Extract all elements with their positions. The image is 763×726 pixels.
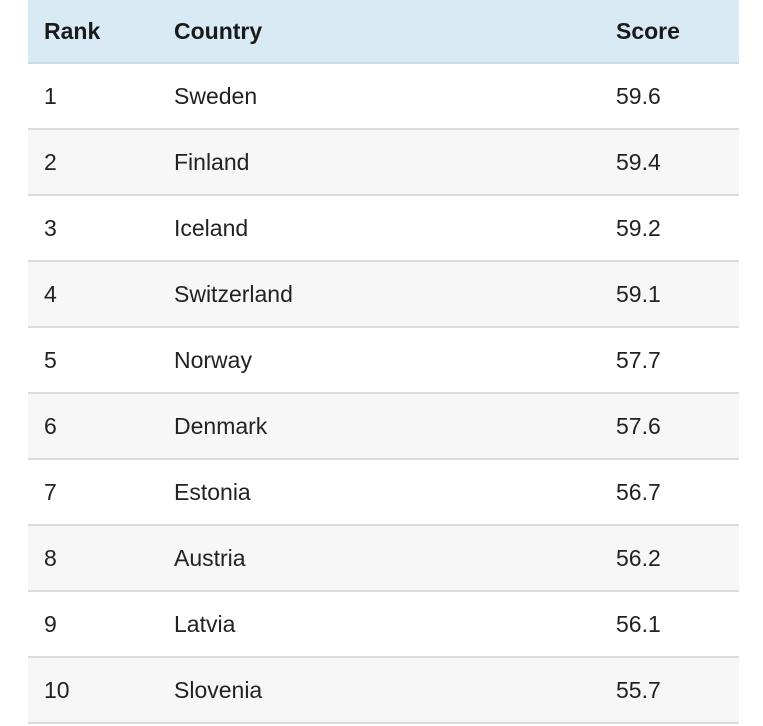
country-cell: Sweden	[158, 63, 600, 130]
rank-cell: 7	[28, 459, 158, 526]
score-cell: 59.2	[600, 195, 739, 262]
score-cell: 56.2	[600, 525, 739, 592]
country-column-header: Country	[158, 0, 600, 64]
table-row: 6 Denmark 57.6	[28, 393, 739, 460]
rank-cell: 4	[28, 261, 158, 328]
rank-cell: 6	[28, 393, 158, 460]
score-cell: 56.7	[600, 459, 739, 526]
table-row: 3 Iceland 59.2	[28, 195, 739, 262]
rank-cell: 2	[28, 129, 158, 196]
country-cell: Switzerland	[158, 261, 600, 328]
rank-cell: 8	[28, 525, 158, 592]
table-row: 10 Slovenia 55.7	[28, 657, 739, 724]
country-cell: Finland	[158, 129, 600, 196]
score-cell: 56.1	[600, 591, 739, 658]
score-cell: 57.7	[600, 327, 739, 394]
country-cell: Slovenia	[158, 657, 600, 724]
score-cell: 59.4	[600, 129, 739, 196]
table-row: 5 Norway 57.7	[28, 327, 739, 394]
table-body: 1 Sweden 59.6 2 Finland 59.4 3 Iceland 5…	[28, 63, 739, 724]
country-cell: Iceland	[158, 195, 600, 262]
rank-cell: 5	[28, 327, 158, 394]
table-header: Rank Country Score	[28, 0, 739, 64]
score-cell: 59.1	[600, 261, 739, 328]
header-row: Rank Country Score	[28, 0, 739, 64]
table-row: 4 Switzerland 59.1	[28, 261, 739, 328]
rank-cell: 1	[28, 63, 158, 130]
table-row: 2 Finland 59.4	[28, 129, 739, 196]
score-cell: 59.6	[600, 63, 739, 130]
rank-column-header: Rank	[28, 0, 158, 64]
table-row: 1 Sweden 59.6	[28, 63, 739, 130]
country-cell: Estonia	[158, 459, 600, 526]
country-cell: Denmark	[158, 393, 600, 460]
score-column-header: Score	[600, 0, 739, 64]
country-cell: Norway	[158, 327, 600, 394]
table-row: 7 Estonia 56.7	[28, 459, 739, 526]
country-cell: Latvia	[158, 591, 600, 658]
score-cell: 57.6	[600, 393, 739, 460]
table-row: 9 Latvia 56.1	[28, 591, 739, 658]
ranking-table-container: Rank Country Score 1 Sweden 59.6 2 Finla…	[28, 0, 739, 724]
country-cell: Austria	[158, 525, 600, 592]
score-cell: 55.7	[600, 657, 739, 724]
ranking-table: Rank Country Score 1 Sweden 59.6 2 Finla…	[28, 0, 739, 724]
rank-cell: 10	[28, 657, 158, 724]
rank-cell: 9	[28, 591, 158, 658]
table-row: 8 Austria 56.2	[28, 525, 739, 592]
rank-cell: 3	[28, 195, 158, 262]
